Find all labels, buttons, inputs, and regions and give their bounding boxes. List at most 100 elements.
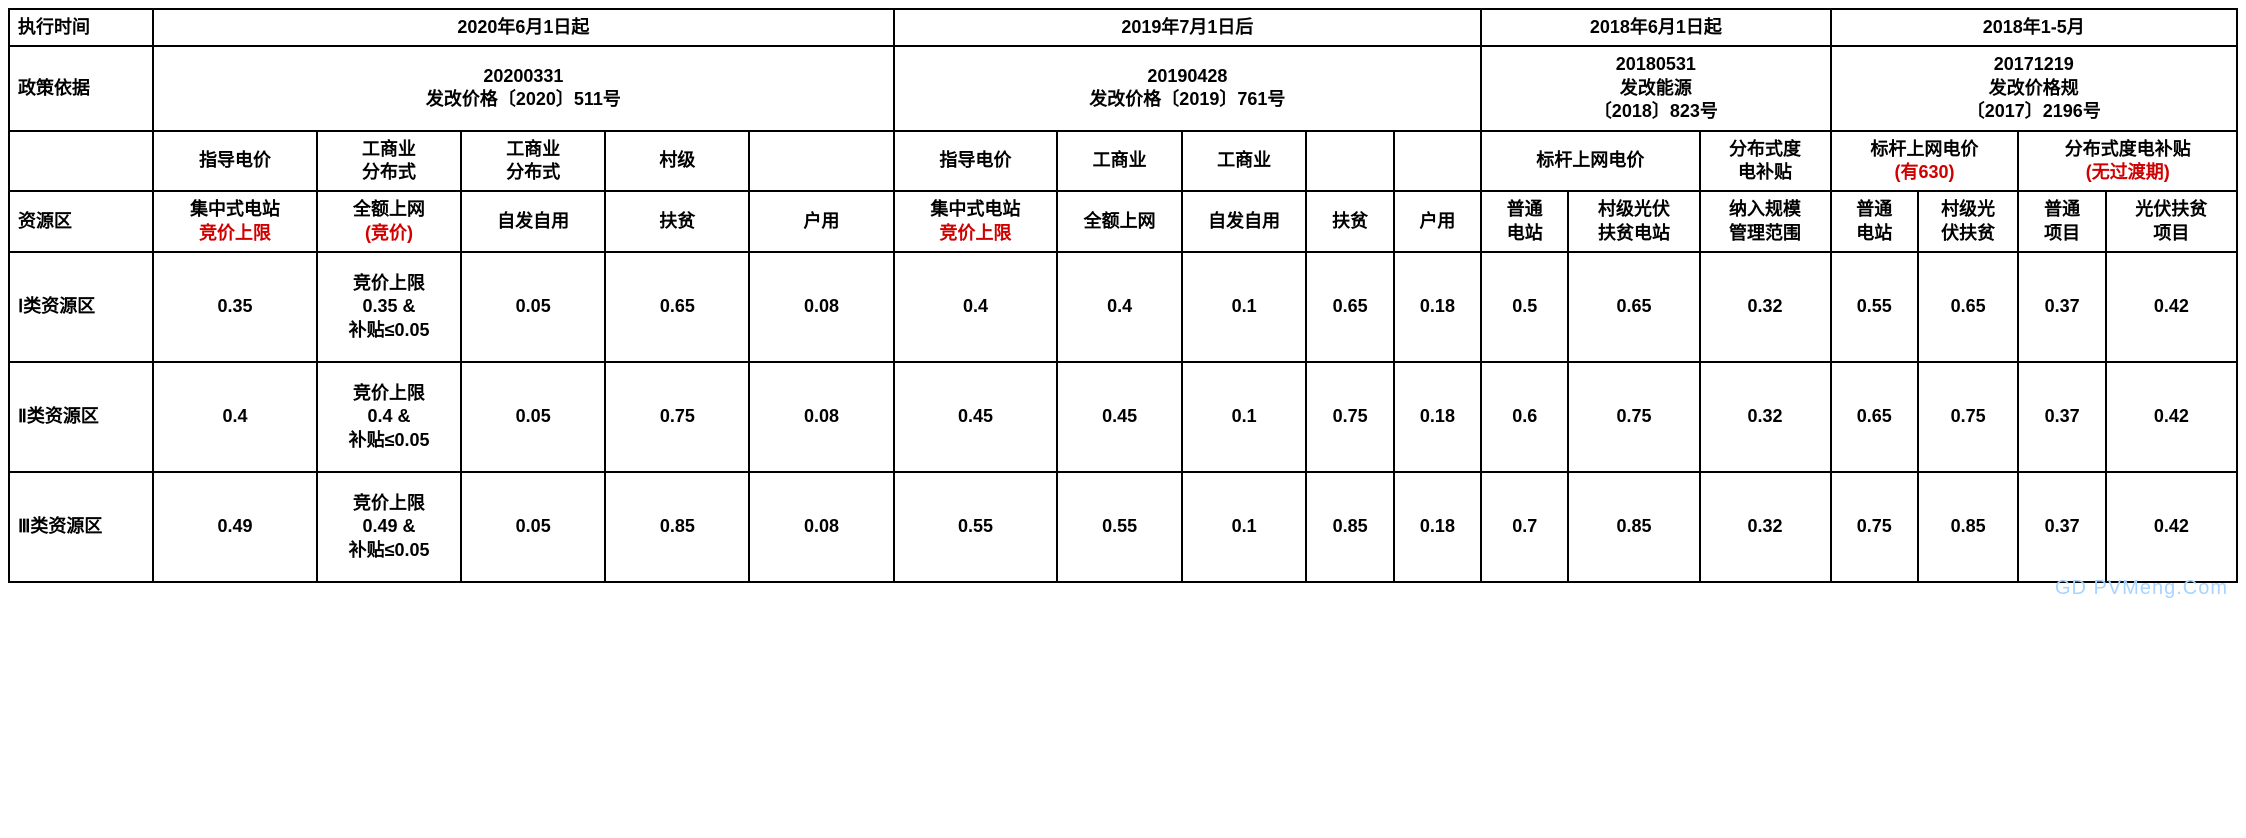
z1-c8: 0.1 xyxy=(1182,252,1307,362)
policy-label: 政策依据 xyxy=(9,46,153,130)
z2-c16: 0.37 xyxy=(2018,362,2105,472)
z1-c1: 0.35 xyxy=(153,252,317,362)
z2-c5: 0.08 xyxy=(749,362,893,472)
z1-c13: 0.32 xyxy=(1700,252,1831,362)
z3-c5: 0.08 xyxy=(749,472,893,582)
z2-c1: 0.4 xyxy=(153,362,317,472)
gh-benchmark-2018: 标杆上网电价 xyxy=(1481,131,1699,192)
sh-fullgrid-b: (竞价) xyxy=(365,223,413,243)
gh-commercial-1: 工商业 xyxy=(1057,131,1182,192)
gh-benchmark-2018a-main: 标杆上网电价 xyxy=(1870,139,1978,159)
z1-c17: 0.42 xyxy=(2106,252,2237,362)
z3-c7: 0.55 xyxy=(1057,472,1182,582)
sh-village-poverty-station: 村级光伏扶贫电站 xyxy=(1568,191,1699,252)
z2-c7: 0.45 xyxy=(1057,362,1182,472)
z2-c4: 0.75 xyxy=(605,362,749,472)
gh-commercial-2: 工商业 xyxy=(1182,131,1307,192)
z3-c10: 0.18 xyxy=(1394,472,1481,582)
sh-pv-poverty-project: 光伏扶贫项目 xyxy=(2106,191,2237,252)
zone2-row: Ⅱ类资源区 0.4 竞价上限0.4 &补贴≤0.05 0.05 0.75 0.0… xyxy=(9,362,2237,472)
zone3-row: Ⅲ类资源区 0.49 竞价上限0.49 &补贴≤0.05 0.05 0.85 0… xyxy=(9,472,2237,582)
sh-centralized-2019-a: 集中式电站 xyxy=(931,199,1021,219)
z2-c3: 0.05 xyxy=(461,362,605,472)
z2-c13: 0.32 xyxy=(1700,362,1831,472)
zone-label: 资源区 xyxy=(9,191,153,252)
pricing-table: 执行时间 2020年6月1日起 2019年7月1日后 2018年6月1日起 20… xyxy=(8,8,2238,583)
z1-c3: 0.05 xyxy=(461,252,605,362)
z3-c14: 0.75 xyxy=(1831,472,1918,582)
z3-c1: 0.49 xyxy=(153,472,317,582)
z1-c15: 0.65 xyxy=(1918,252,2018,362)
gh-dist-subsidy-2018a-note: (无过渡期) xyxy=(2086,162,2170,182)
z2-c10: 0.18 xyxy=(1394,362,1481,472)
z1-c11: 0.5 xyxy=(1481,252,1568,362)
z1-c4: 0.65 xyxy=(605,252,749,362)
exec-time-row: 执行时间 2020年6月1日起 2019年7月1日后 2018年6月1日起 20… xyxy=(9,9,2237,46)
sub-header-row: 资源区 集中式电站 竞价上限 全额上网 (竞价) 自发自用 扶贫 户用 集中式电… xyxy=(9,191,2237,252)
sh-centralized-2020-b: 竞价上限 xyxy=(199,223,271,243)
gh-blank-1 xyxy=(749,131,893,192)
sh-normal-project: 普通项目 xyxy=(2018,191,2105,252)
zone1-row: Ⅰ类资源区 0.35 竞价上限0.35 &补贴≤0.05 0.05 0.65 0… xyxy=(9,252,2237,362)
sh-fullgrid-a: 全额上网 xyxy=(353,199,425,219)
z1-c6: 0.4 xyxy=(894,252,1058,362)
z3-c6: 0.55 xyxy=(894,472,1058,582)
group-header-row: 指导电价 工商业分布式 工商业分布式 村级 指导电价 工商业 工商业 标杆上网电… xyxy=(9,131,2237,192)
z1-c2: 竞价上限0.35 &补贴≤0.05 xyxy=(317,252,461,362)
gh-dist-subsidy-2018: 分布式度电补贴 xyxy=(1700,131,1831,192)
gh-village: 村级 xyxy=(605,131,749,192)
gh-guide-price-2020: 指导电价 xyxy=(153,131,317,192)
gh-blank-2 xyxy=(1306,131,1393,192)
z3-c15: 0.85 xyxy=(1918,472,2018,582)
policy-2018: 20180531发改能源〔2018〕823号 xyxy=(1481,46,1830,130)
zone2-label: Ⅱ类资源区 xyxy=(9,362,153,472)
sh-scale-managed: 纳入规模管理范围 xyxy=(1700,191,1831,252)
sh-selfuse-2020: 自发自用 xyxy=(461,191,605,252)
z1-c16: 0.37 xyxy=(2018,252,2105,362)
sh-village-poverty: 村级光伏扶贫 xyxy=(1918,191,2018,252)
gh-blank-3 xyxy=(1394,131,1481,192)
policy-2019: 20190428发改价格〔2019〕761号 xyxy=(894,46,1482,130)
z3-c4: 0.85 xyxy=(605,472,749,582)
z3-c2: 竞价上限0.49 &补贴≤0.05 xyxy=(317,472,461,582)
z2-c6: 0.45 xyxy=(894,362,1058,472)
z3-c9: 0.85 xyxy=(1306,472,1393,582)
z1-c5: 0.08 xyxy=(749,252,893,362)
sh-centralized-2020-a: 集中式电站 xyxy=(190,199,280,219)
sh-normal-station: 普通电站 xyxy=(1481,191,1568,252)
watermark-text: GD PVMeng.Com xyxy=(8,577,2238,600)
zone1-label: Ⅰ类资源区 xyxy=(9,252,153,362)
z3-c3: 0.05 xyxy=(461,472,605,582)
z2-c2: 竞价上限0.4 &补贴≤0.05 xyxy=(317,362,461,472)
period-2018: 2018年6月1日起 xyxy=(1481,9,1830,46)
z2-c12: 0.75 xyxy=(1568,362,1699,472)
z2-c8: 0.1 xyxy=(1182,362,1307,472)
z3-c13: 0.32 xyxy=(1700,472,1831,582)
z2-c11: 0.6 xyxy=(1481,362,1568,472)
gh-benchmark-2018a-note: (有630) xyxy=(1894,162,1954,182)
sh-centralized-2019-b: 竞价上限 xyxy=(940,223,1012,243)
z1-c9: 0.65 xyxy=(1306,252,1393,362)
sh-household-2020: 户用 xyxy=(749,191,893,252)
gh-dist-subsidy-2018a: 分布式度电补贴 (无过渡期) xyxy=(2018,131,2237,192)
z3-c11: 0.7 xyxy=(1481,472,1568,582)
z2-c9: 0.75 xyxy=(1306,362,1393,472)
gh-commercial-dist-1: 工商业分布式 xyxy=(317,131,461,192)
gh-commercial-dist-2: 工商业分布式 xyxy=(461,131,605,192)
z3-c12: 0.85 xyxy=(1568,472,1699,582)
sh-selfuse-2019: 自发自用 xyxy=(1182,191,1307,252)
gh-benchmark-2018a: 标杆上网电价 (有630) xyxy=(1831,131,2019,192)
exec-time-label: 执行时间 xyxy=(9,9,153,46)
sh-poverty-2020: 扶贫 xyxy=(605,191,749,252)
z3-c8: 0.1 xyxy=(1182,472,1307,582)
zone3-label: Ⅲ类资源区 xyxy=(9,472,153,582)
z2-c17: 0.42 xyxy=(2106,362,2237,472)
sh-household-2019: 户用 xyxy=(1394,191,1481,252)
gh-dist-subsidy-2018a-main: 分布式度电补贴 xyxy=(2065,139,2191,159)
policy-2020: 20200331发改价格〔2020〕511号 xyxy=(153,46,893,130)
z1-c12: 0.65 xyxy=(1568,252,1699,362)
z1-c14: 0.55 xyxy=(1831,252,1918,362)
sh-normal-station-2: 普通电站 xyxy=(1831,191,1918,252)
z3-c17: 0.42 xyxy=(2106,472,2237,582)
sh-fullgrid: 全额上网 (竞价) xyxy=(317,191,461,252)
